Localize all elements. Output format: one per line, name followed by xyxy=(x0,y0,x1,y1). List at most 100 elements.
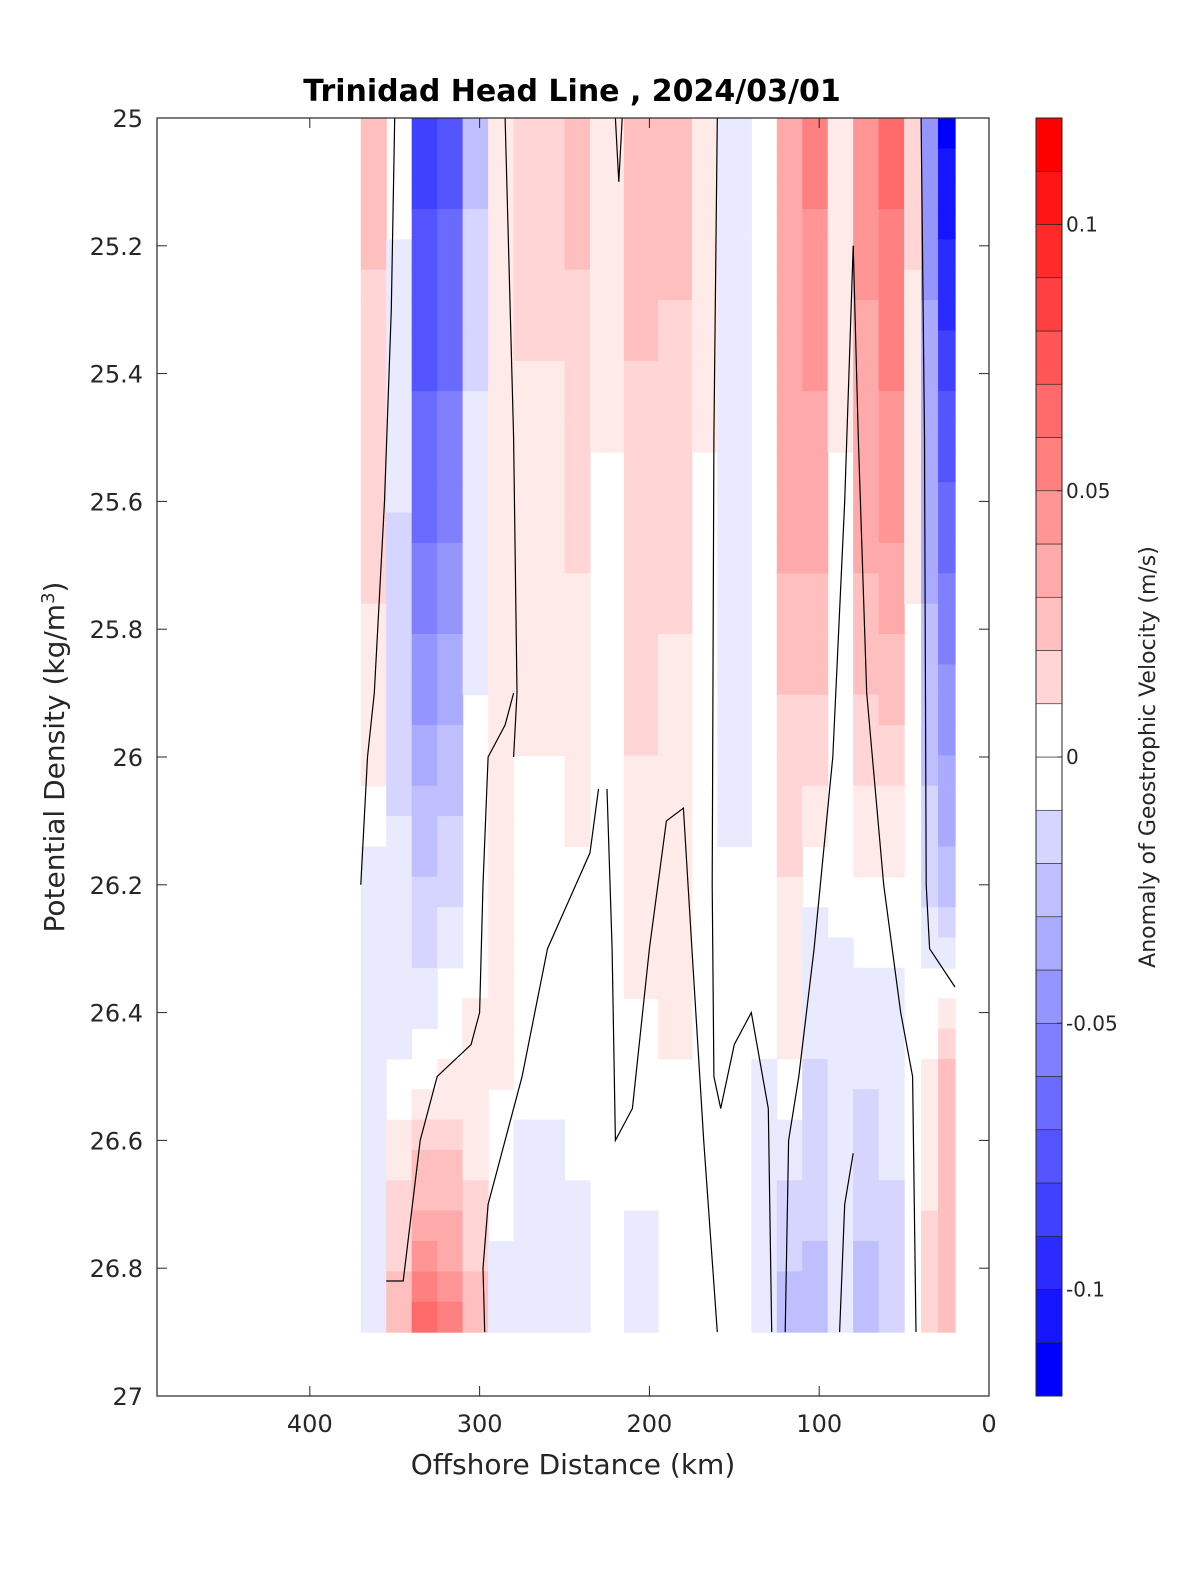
contour-cell xyxy=(827,209,854,241)
contour-cell xyxy=(657,148,693,180)
contour-cell xyxy=(564,1210,591,1242)
y-tick-label: 25.2 xyxy=(90,233,143,261)
contour-cell xyxy=(386,451,413,483)
contour-cell xyxy=(539,300,566,332)
contour-cell xyxy=(921,451,939,483)
contour-cell xyxy=(437,300,464,332)
contour-cell xyxy=(827,1241,854,1272)
contour-cell xyxy=(488,785,515,817)
contour-cell xyxy=(827,148,854,180)
contour-cell xyxy=(360,300,387,332)
contour-cell xyxy=(513,1241,540,1272)
contour-cell xyxy=(904,209,922,241)
contour-cell xyxy=(904,178,922,210)
contour-cell xyxy=(488,482,515,514)
contour-cell xyxy=(776,1210,803,1242)
colorbar-level xyxy=(1035,809,1063,864)
contour-cell xyxy=(539,1271,566,1303)
contour-cell xyxy=(776,664,803,696)
contour-cell xyxy=(360,1119,387,1151)
contour-cell xyxy=(751,1210,778,1242)
contour-cell xyxy=(921,360,939,392)
contour-cell xyxy=(488,967,515,999)
contour-cell xyxy=(878,512,905,544)
contour-cell xyxy=(488,755,515,787)
contour-cell xyxy=(513,421,540,453)
contour-cell xyxy=(564,1180,591,1212)
y-tick-label: 27 xyxy=(112,1383,143,1411)
contour-cell xyxy=(921,209,939,241)
y-tick-label: 25.4 xyxy=(90,361,143,389)
x-tick-label: 300 xyxy=(457,1410,503,1438)
contour-cell xyxy=(776,725,803,757)
contour-cell xyxy=(853,1149,880,1181)
contour-cell xyxy=(921,876,939,908)
contour-cell xyxy=(623,725,659,757)
contour-cell xyxy=(921,573,939,605)
contour-cell xyxy=(878,816,905,848)
contour-cell xyxy=(827,1210,854,1242)
contour-cell xyxy=(921,1271,939,1303)
contour-cell xyxy=(488,542,515,574)
contour-cell xyxy=(411,785,438,817)
contour-cell xyxy=(904,421,922,453)
contour-cell xyxy=(938,998,956,1030)
contour-cell xyxy=(462,512,489,544)
contour-cell xyxy=(386,391,413,423)
contour-cell xyxy=(717,542,752,574)
contour-cell xyxy=(462,451,489,483)
contour-cell xyxy=(386,998,413,1030)
contour-cell xyxy=(360,1241,387,1272)
contour-cell xyxy=(938,118,956,149)
contour-cell xyxy=(513,512,540,544)
contour-cell xyxy=(360,633,387,665)
contour-cell xyxy=(462,269,489,301)
contour-cell xyxy=(623,573,659,605)
contour-cell xyxy=(657,118,693,149)
contour-cell xyxy=(623,178,659,210)
contour-cell xyxy=(657,937,693,969)
contour-cell xyxy=(853,1119,880,1151)
contour-cell xyxy=(488,451,515,483)
contour-cell xyxy=(776,148,803,180)
contour-cell xyxy=(657,755,693,787)
contour-cell xyxy=(437,421,464,453)
colorbar-level xyxy=(1035,543,1063,598)
contour-cell xyxy=(623,967,659,999)
contour-cell xyxy=(776,421,803,453)
contour-cell xyxy=(776,876,803,908)
contour-cell xyxy=(539,1301,566,1333)
contour-cell xyxy=(878,967,905,999)
contour-cell xyxy=(853,603,880,635)
contour-cell xyxy=(853,816,880,848)
contour-cell xyxy=(853,512,880,544)
contour-cell xyxy=(657,907,693,939)
contour-cell xyxy=(564,330,591,362)
contour-cell xyxy=(411,178,438,210)
contour-cell xyxy=(411,512,438,544)
contour-cell xyxy=(386,694,413,726)
y-tick-label: 25.8 xyxy=(90,616,143,644)
contour-cell xyxy=(437,451,464,483)
contour-cell xyxy=(878,300,905,332)
contour-cell xyxy=(437,1089,464,1121)
contour-fill xyxy=(360,118,956,1333)
colorbar-level xyxy=(1035,1129,1063,1184)
contour-cell xyxy=(776,178,803,210)
colorbar-level xyxy=(1035,1342,1063,1397)
contour-cell xyxy=(878,178,905,210)
contour-cell xyxy=(751,1180,778,1212)
contour-cell xyxy=(539,633,566,665)
contour-cell xyxy=(513,1271,540,1303)
contour-cell xyxy=(437,209,464,241)
contour-cell xyxy=(802,360,829,392)
contour-cell xyxy=(802,1301,829,1333)
contour-cell xyxy=(853,148,880,180)
y-tick-label: 25.6 xyxy=(90,488,143,516)
contour-cell xyxy=(657,360,693,392)
contour-cell xyxy=(462,998,489,1030)
contour-cell xyxy=(853,1271,880,1303)
contour-cell xyxy=(921,694,939,726)
contour-cell xyxy=(802,755,829,787)
contour-cell xyxy=(657,512,693,544)
